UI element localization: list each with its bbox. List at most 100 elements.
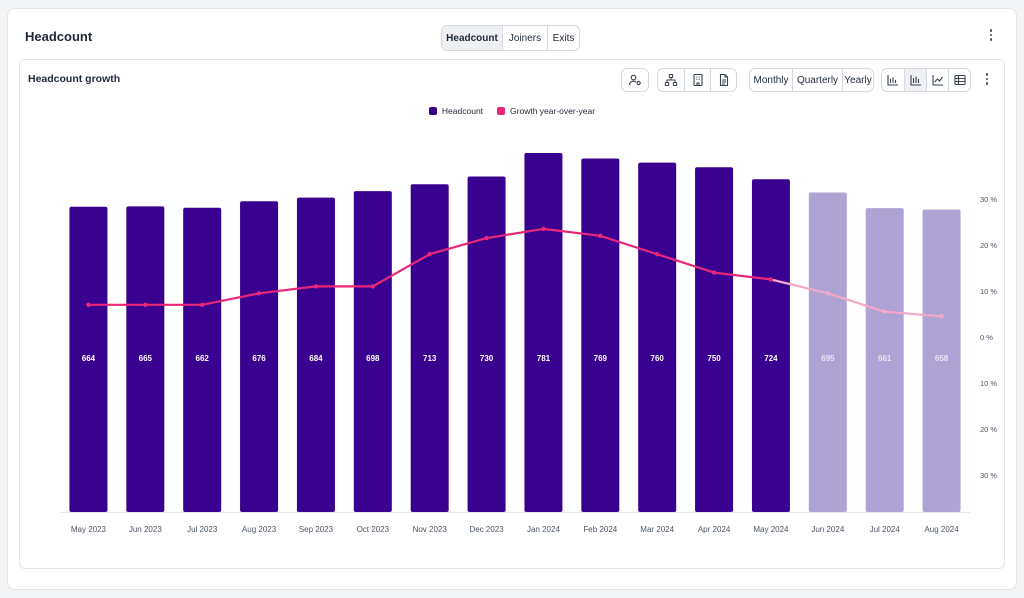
x-tick-label: Aug 2024 xyxy=(924,525,959,534)
bar-aug-2023[interactable] xyxy=(240,201,279,512)
growth-point[interactable] xyxy=(654,252,660,257)
bar-jun-2024[interactable] xyxy=(808,192,847,512)
panel-more-icon[interactable] xyxy=(984,27,998,43)
legend-growth[interactable]: Growth year-over-year xyxy=(497,106,595,116)
bar-value-label: 760 xyxy=(651,354,665,363)
table-icon[interactable] xyxy=(948,69,970,91)
legend-growth-label: Growth year-over-year xyxy=(510,106,596,116)
period-monthly[interactable]: Monthly xyxy=(753,74,789,86)
legend-headcount[interactable]: Headcount xyxy=(428,106,484,116)
x-tick-label: Feb 2024 xyxy=(583,525,617,534)
bar-value-label: 713 xyxy=(423,354,437,363)
org-chart-icon[interactable] xyxy=(658,69,684,91)
chart-type-selector xyxy=(881,68,971,92)
line-chart-icon[interactable] xyxy=(926,69,948,91)
growth-point[interactable] xyxy=(882,309,887,314)
x-tick-label: Mar 2024 xyxy=(640,525,674,534)
page-title: Headcount xyxy=(25,29,93,44)
x-tick-label: Jul 2024 xyxy=(870,525,901,534)
period-quarterly[interactable]: Quarterly xyxy=(792,69,842,91)
x-tick-label: Jan 2024 xyxy=(527,525,560,534)
card-more-icon[interactable] xyxy=(980,71,994,87)
bar-mar-2024[interactable] xyxy=(638,162,677,512)
x-tick-label: Oct 2023 xyxy=(357,525,390,534)
y2-tick-label: 30 % xyxy=(980,195,997,204)
x-tick-label: Nov 2023 xyxy=(413,525,448,534)
bar-value-label: 658 xyxy=(935,354,949,363)
card-title: Headcount growth xyxy=(28,73,121,85)
bar-value-label: 676 xyxy=(252,354,266,363)
growth-point[interactable] xyxy=(939,314,944,319)
chart-legend: Headcount Growth year-over-year xyxy=(20,106,1004,116)
growth-point[interactable] xyxy=(427,252,432,257)
bar-sep-2023[interactable] xyxy=(296,197,335,512)
bar-chart-icon[interactable] xyxy=(882,69,904,91)
y2-tick-label: 30 % xyxy=(980,471,997,480)
bar-value-label: 769 xyxy=(594,354,608,363)
bar-value-label: 750 xyxy=(707,354,721,363)
bar-apr-2024[interactable] xyxy=(695,167,734,512)
growth-point[interactable] xyxy=(370,284,376,289)
document-icon[interactable] xyxy=(710,69,736,91)
growth-point[interactable] xyxy=(199,302,205,307)
growth-point[interactable] xyxy=(541,226,546,232)
bar-value-label: 698 xyxy=(366,354,380,363)
y2-tick-label: 20 % xyxy=(980,425,997,434)
growth-point[interactable] xyxy=(825,291,831,296)
bar-dec-2023[interactable] xyxy=(467,176,506,512)
growth-point[interactable] xyxy=(484,235,489,241)
bar-value-label: 695 xyxy=(821,354,835,363)
y2-tick-label: 20 % xyxy=(980,241,997,250)
period-yearly[interactable]: Yearly xyxy=(842,69,873,91)
bar-value-label: 781 xyxy=(537,354,551,363)
stacked-bar-chart-icon[interactable] xyxy=(904,69,926,91)
x-tick-label: Jun 2024 xyxy=(811,525,844,534)
bar-may-2024[interactable] xyxy=(751,179,790,512)
growth-point[interactable] xyxy=(711,270,717,275)
bar-jul-2023[interactable] xyxy=(183,207,222,512)
tab-exits[interactable]: Exits xyxy=(547,26,579,50)
bar-value-label: 684 xyxy=(309,354,323,363)
period-selector: Monthly Quarterly Yearly xyxy=(749,68,874,92)
x-tick-label: Apr 2024 xyxy=(698,525,731,534)
growth-point[interactable] xyxy=(313,284,319,289)
x-tick-label: Jul 2023 xyxy=(187,525,218,534)
bar-value-label: 665 xyxy=(139,354,153,363)
building-icon[interactable] xyxy=(684,69,710,91)
x-tick-label: May 2023 xyxy=(71,525,107,534)
bar-feb-2024[interactable] xyxy=(581,158,620,513)
x-tick-label: May 2024 xyxy=(753,525,789,534)
bar-value-label: 664 xyxy=(82,354,96,363)
bar-nov-2023[interactable] xyxy=(410,184,449,512)
growth-point[interactable] xyxy=(768,277,774,282)
headcount-growth-chart: 664 May 2023 665 Jun 2023 662 Jul 2023 676 Aug … xyxy=(60,153,997,534)
headcount-growth-card: Headcount growth Monthly Quarterly Yearl… xyxy=(19,59,1005,569)
group-by-group xyxy=(657,68,737,92)
bar-aug-2024[interactable] xyxy=(922,209,961,512)
tab-headcount[interactable]: Headcount xyxy=(442,26,502,50)
person-filter-group xyxy=(621,68,649,92)
growth-point[interactable] xyxy=(86,302,91,307)
bar-may-2023[interactable] xyxy=(69,206,108,512)
y2-tick-label: 10 % xyxy=(980,379,997,388)
bar-jul-2024[interactable] xyxy=(865,208,904,513)
y2-tick-label: 10 % xyxy=(980,287,997,296)
legend-headcount-label: Headcount xyxy=(441,106,484,116)
headcount-panel: Headcount Headcount Joiners Exits Headco… xyxy=(7,8,1017,590)
bar-oct-2023[interactable] xyxy=(353,191,392,512)
growth-point[interactable] xyxy=(256,291,262,296)
person-settings-icon[interactable] xyxy=(622,69,648,91)
growth-point[interactable] xyxy=(598,233,603,238)
tab-joiners[interactable]: Joiners xyxy=(502,26,547,50)
metric-tabs: Headcount Joiners Exits xyxy=(441,25,580,51)
growth-point[interactable] xyxy=(143,302,148,307)
legend-headcount-swatch xyxy=(428,107,437,115)
legend-growth-swatch xyxy=(497,107,506,115)
y2-tick-label: 0 % xyxy=(980,333,993,342)
bar-jun-2023[interactable] xyxy=(126,206,165,512)
x-tick-label: Aug 2023 xyxy=(242,525,277,534)
bar-value-label: 724 xyxy=(764,354,778,363)
bar-jan-2024[interactable] xyxy=(524,153,563,512)
x-tick-label: Dec 2023 xyxy=(469,525,504,534)
x-tick-label: Sep 2023 xyxy=(299,525,334,534)
